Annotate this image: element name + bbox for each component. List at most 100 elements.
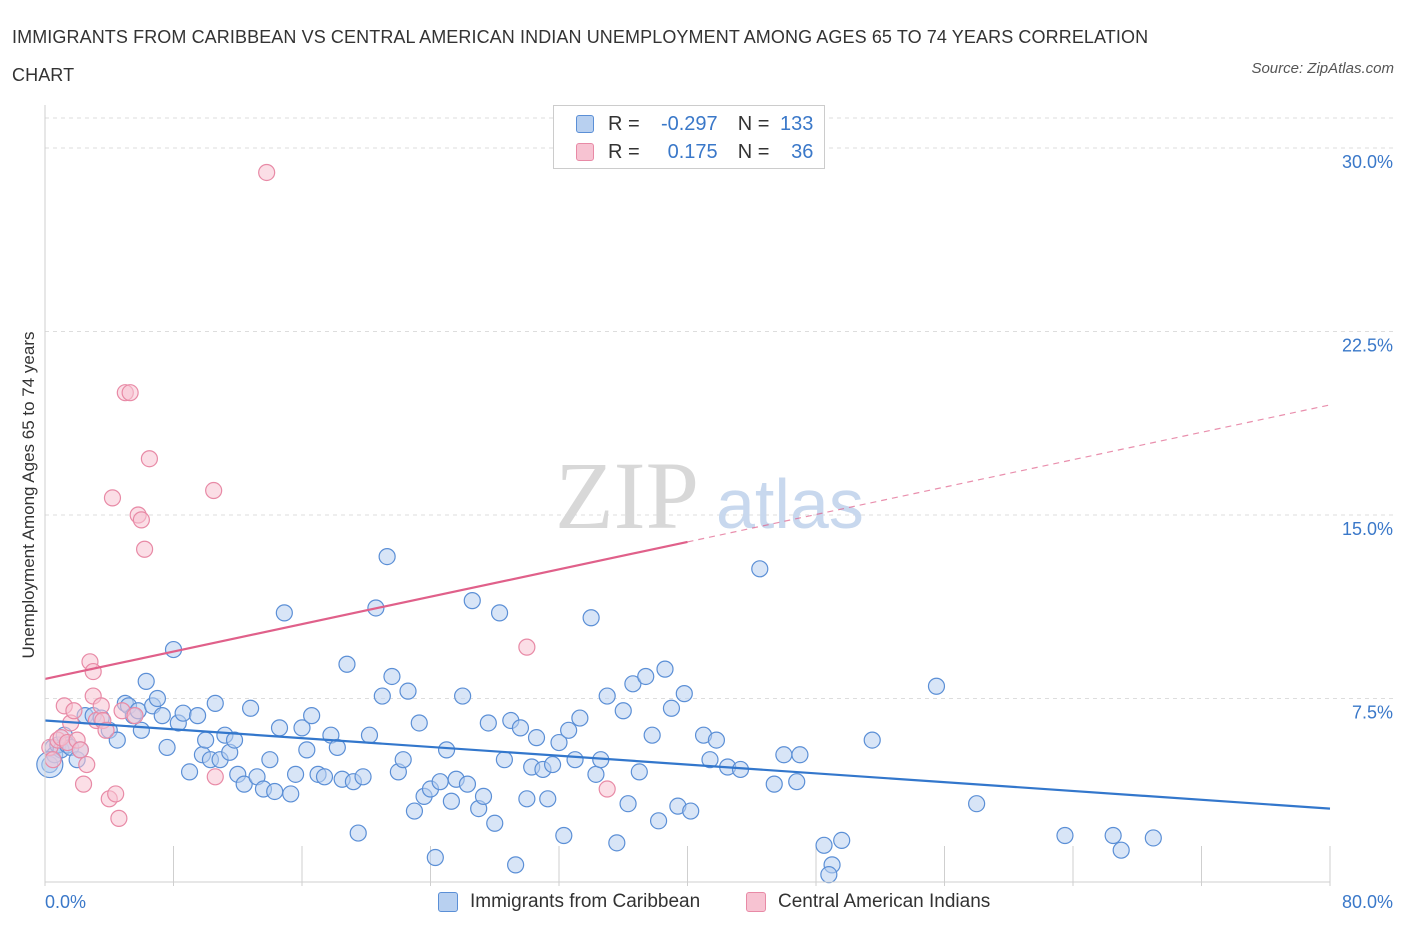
- data-point: [405, 802, 424, 820]
- data-point: [490, 604, 509, 622]
- legend-swatch-blue: [576, 115, 594, 133]
- legend-n-label: N =: [737, 140, 770, 163]
- legend-n-value: 36: [791, 140, 814, 163]
- data-point: [486, 814, 504, 832]
- data-point: [426, 848, 444, 867]
- data-point: [293, 719, 311, 737]
- data-point: [242, 699, 260, 717]
- bottom-legend-central-american: Central American Indians: [746, 889, 990, 915]
- data-point: [550, 733, 568, 752]
- data-point: [833, 831, 851, 850]
- data-point: [205, 481, 223, 500]
- data-point: [258, 163, 276, 182]
- y-tick-label: 7.5%: [1352, 703, 1393, 723]
- data-point: [110, 809, 128, 827]
- data-point: [454, 687, 472, 705]
- data-point: [78, 755, 96, 774]
- data-point: [643, 726, 661, 744]
- data-point: [74, 775, 93, 793]
- data-point: [1144, 829, 1162, 847]
- data-point: [107, 785, 125, 803]
- watermark-atlas: atlas: [716, 465, 864, 543]
- data-point: [158, 738, 176, 757]
- axes: [44, 105, 1330, 883]
- grid-lines: [45, 117, 1395, 699]
- data-point: [775, 746, 793, 764]
- data-point: [630, 763, 648, 781]
- data-point: [298, 741, 316, 759]
- data-point: [495, 751, 513, 769]
- data-point: [410, 714, 428, 732]
- data-point: [431, 773, 449, 791]
- legend-r-value: -0.297: [660, 112, 718, 135]
- data-point: [132, 721, 150, 739]
- data-point: [394, 751, 412, 769]
- data-point: [751, 560, 769, 578]
- trend-lines: [44, 404, 1331, 810]
- data-point: [479, 714, 497, 732]
- data-point: [126, 707, 144, 725]
- data-point: [206, 694, 224, 712]
- trend-line-caribbean: [44, 719, 1331, 810]
- y-tick-label: 15.0%: [1342, 519, 1393, 539]
- data-point: [354, 768, 372, 786]
- data-point: [399, 682, 417, 700]
- y-axis-label: Unemployment Among Ages 65 to 74 years: [19, 332, 38, 659]
- data-point: [682, 802, 700, 820]
- data-point: [286, 765, 305, 783]
- data-point: [378, 547, 396, 566]
- data-point: [137, 672, 155, 690]
- data-point: [701, 751, 719, 769]
- y-tick-label: 30.0%: [1342, 152, 1393, 172]
- data-point: [103, 489, 122, 507]
- data-point: [1056, 826, 1074, 845]
- data-point: [84, 662, 102, 681]
- data-point: [598, 780, 616, 798]
- data-point: [560, 721, 578, 739]
- data-point: [261, 751, 279, 769]
- data-point: [463, 592, 481, 610]
- data-point: [71, 741, 89, 759]
- bottom-legend-swatch-blue: [438, 892, 458, 912]
- data-point: [315, 768, 334, 786]
- data-point: [153, 707, 171, 725]
- data-point: [675, 685, 693, 703]
- legend-r-label: R =: [608, 140, 640, 163]
- data-point: [1104, 826, 1122, 845]
- source-label: Source: ZipAtlas.com: [1251, 60, 1394, 77]
- data-point: [511, 719, 530, 737]
- data-point: [188, 707, 207, 725]
- watermark-zip: ZIP: [555, 442, 699, 549]
- x-tick-label-min: 0.0%: [45, 892, 86, 912]
- data-point: [180, 763, 199, 781]
- series-central-american-points: [41, 163, 616, 827]
- data-point: [349, 824, 367, 842]
- data-point: [270, 719, 289, 737]
- legend-swatch-pink: [576, 143, 594, 161]
- series-caribbean-points: [36, 547, 1162, 884]
- data-point: [863, 731, 881, 749]
- data-point: [582, 609, 600, 627]
- data-point: [328, 738, 346, 757]
- watermark: ZIP atlas: [555, 442, 864, 549]
- x-tick-label-max: 80.0%: [1342, 892, 1393, 912]
- data-point: [148, 689, 167, 708]
- data-point: [662, 699, 681, 717]
- data-point: [266, 782, 284, 801]
- data-point: [571, 709, 589, 727]
- data-point: [225, 731, 244, 749]
- data-point: [1112, 841, 1130, 859]
- data-point: [338, 655, 356, 673]
- data-point: [527, 729, 546, 747]
- data-point: [765, 775, 783, 793]
- trend-line-central-american: [44, 540, 688, 681]
- data-point: [566, 751, 584, 769]
- legend-n-label: N =: [737, 112, 770, 135]
- y-tick-label: 22.5%: [1342, 336, 1393, 356]
- data-point: [437, 741, 456, 759]
- data-point: [518, 638, 536, 656]
- data-point: [65, 702, 83, 720]
- data-point: [92, 697, 110, 715]
- y-tick-labels: 7.5% 15.0% 22.5% 30.0%: [1342, 152, 1393, 723]
